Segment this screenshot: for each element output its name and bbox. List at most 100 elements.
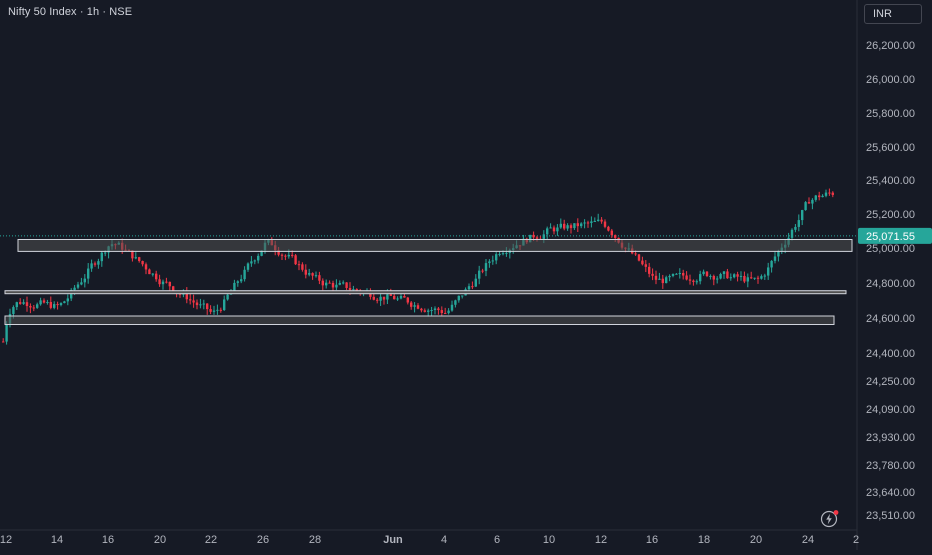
candle-body[interactable] — [790, 229, 794, 238]
candle-body[interactable] — [756, 277, 760, 279]
candle-body[interactable] — [63, 301, 66, 304]
candle-body[interactable] — [491, 260, 494, 262]
candle-body[interactable] — [770, 260, 773, 268]
candle-body[interactable] — [702, 271, 705, 275]
candle-body[interactable] — [338, 283, 341, 285]
candle-body[interactable] — [437, 308, 440, 311]
candle-body[interactable] — [284, 255, 287, 257]
candle-body[interactable] — [467, 286, 471, 290]
candle-body[interactable] — [692, 280, 695, 282]
candle-body[interactable] — [576, 223, 579, 227]
candle-body[interactable] — [342, 282, 345, 284]
candle-body[interactable] — [226, 294, 229, 300]
candle-body[interactable] — [831, 192, 834, 195]
candle-body[interactable] — [134, 257, 137, 259]
candle-body[interactable] — [457, 295, 460, 301]
candle-body[interactable] — [760, 276, 763, 279]
candle-body[interactable] — [240, 279, 243, 282]
candle-body[interactable] — [427, 310, 430, 312]
candle-body[interactable] — [658, 278, 661, 280]
candle-body[interactable] — [763, 275, 766, 277]
candle-body[interactable] — [372, 296, 375, 300]
candle-body[interactable] — [311, 273, 314, 276]
candle-body[interactable] — [471, 286, 474, 288]
candle-body[interactable] — [141, 260, 144, 265]
candle-body[interactable] — [76, 284, 80, 288]
candle-body[interactable] — [580, 223, 583, 227]
candle-body[interactable] — [573, 223, 576, 229]
candle-body[interactable] — [345, 282, 348, 288]
candle-body[interactable] — [5, 323, 8, 342]
candle-body[interactable] — [325, 282, 328, 286]
upper-zone-rect[interactable] — [17, 239, 853, 252]
candle-body[interactable] — [801, 210, 804, 221]
candle-body[interactable] — [257, 255, 260, 261]
candle-body[interactable] — [25, 302, 29, 307]
candle-body[interactable] — [202, 303, 205, 305]
candle-body[interactable] — [32, 307, 35, 309]
candle-body[interactable] — [212, 310, 216, 312]
candle-body[interactable] — [406, 297, 409, 303]
candle-body[interactable] — [2, 341, 5, 343]
candle-body[interactable] — [430, 310, 433, 312]
candle-body[interactable] — [246, 263, 250, 270]
candle-body[interactable] — [651, 273, 654, 276]
candle-body[interactable] — [39, 300, 42, 305]
candle-body[interactable] — [403, 295, 406, 298]
candle-body[interactable] — [736, 274, 739, 277]
candle-body[interactable] — [328, 282, 331, 284]
candle-body[interactable] — [603, 221, 607, 227]
candle-body[interactable] — [49, 302, 52, 308]
candle-body[interactable] — [716, 278, 719, 280]
candle-body[interactable] — [529, 234, 532, 243]
candle-body[interactable] — [243, 269, 246, 280]
candle-body[interactable] — [379, 296, 382, 301]
candle-body[interactable] — [818, 195, 821, 198]
candle-body[interactable] — [654, 275, 658, 280]
candle-body[interactable] — [498, 253, 501, 255]
candle-body[interactable] — [348, 287, 352, 291]
candle-body[interactable] — [90, 263, 93, 269]
candle-body[interactable] — [195, 302, 199, 306]
candle-body[interactable] — [100, 252, 103, 262]
candle-body[interactable] — [53, 304, 56, 308]
candle-body[interactable] — [46, 302, 49, 304]
candle-body[interactable] — [685, 275, 688, 280]
candle-body[interactable] — [532, 234, 535, 238]
candle-body[interactable] — [607, 226, 610, 231]
candle-body[interactable] — [420, 308, 423, 311]
candle-body[interactable] — [444, 313, 447, 315]
candle-body[interactable] — [739, 275, 743, 277]
candle-body[interactable] — [563, 223, 566, 229]
candle-body[interactable] — [661, 278, 664, 284]
candle-body[interactable] — [450, 304, 454, 311]
candle-body[interactable] — [688, 279, 692, 281]
candle-body[interactable] — [376, 299, 379, 301]
candle-body[interactable] — [386, 294, 389, 300]
candle-body[interactable] — [12, 307, 15, 314]
candle-body[interactable] — [505, 252, 508, 254]
candle-body[interactable] — [59, 303, 63, 306]
candle-body[interactable] — [199, 304, 202, 306]
candle-body[interactable] — [287, 254, 290, 257]
candle-body[interactable] — [321, 280, 324, 286]
candle-body[interactable] — [80, 282, 83, 285]
candle-body[interactable] — [440, 310, 443, 314]
candle-body[interactable] — [665, 277, 668, 284]
candle-body[interactable] — [355, 289, 358, 291]
candle-body[interactable] — [807, 202, 811, 204]
candle-body[interactable] — [549, 227, 552, 229]
candle-body[interactable] — [416, 305, 420, 309]
candle-body[interactable] — [593, 220, 596, 222]
candle-body[interactable] — [811, 199, 814, 204]
candle-body[interactable] — [767, 267, 770, 276]
lower-zone-rect[interactable] — [4, 315, 835, 325]
candle-body[interactable] — [314, 275, 318, 277]
candle-body[interactable] — [556, 227, 559, 232]
candle-body[interactable] — [590, 221, 593, 223]
candle-body[interactable] — [610, 230, 613, 236]
candle-body[interactable] — [671, 273, 675, 276]
candle-body[interactable] — [474, 278, 477, 287]
candle-body[interactable] — [29, 306, 32, 308]
